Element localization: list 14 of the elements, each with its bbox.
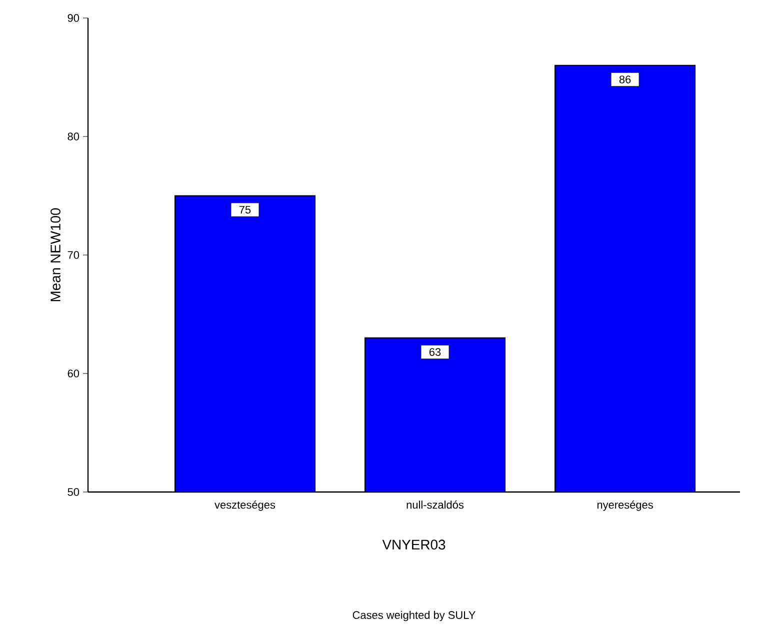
data-label: 63 (429, 348, 441, 356)
x-tick-label: null-szaldós (406, 500, 464, 509)
x-axis-title: VNYER03 (382, 540, 446, 550)
y-tick-label: 70 (68, 251, 80, 259)
x-tick-label: veszteséges (214, 500, 276, 511)
y-tick-label: 60 (68, 370, 80, 378)
data-label: 86 (619, 76, 631, 84)
data-label: 75 (239, 206, 251, 214)
text: Cases weighted by SULY (352, 610, 476, 622)
x-tick-label: nyereséges (597, 500, 653, 511)
y-tick-label: 50 (68, 488, 80, 496)
y-axis-title: Mean NEW100 (50, 208, 60, 302)
y-tick-label: 90 (68, 14, 80, 22)
y-tick-label: 80 (68, 132, 80, 140)
